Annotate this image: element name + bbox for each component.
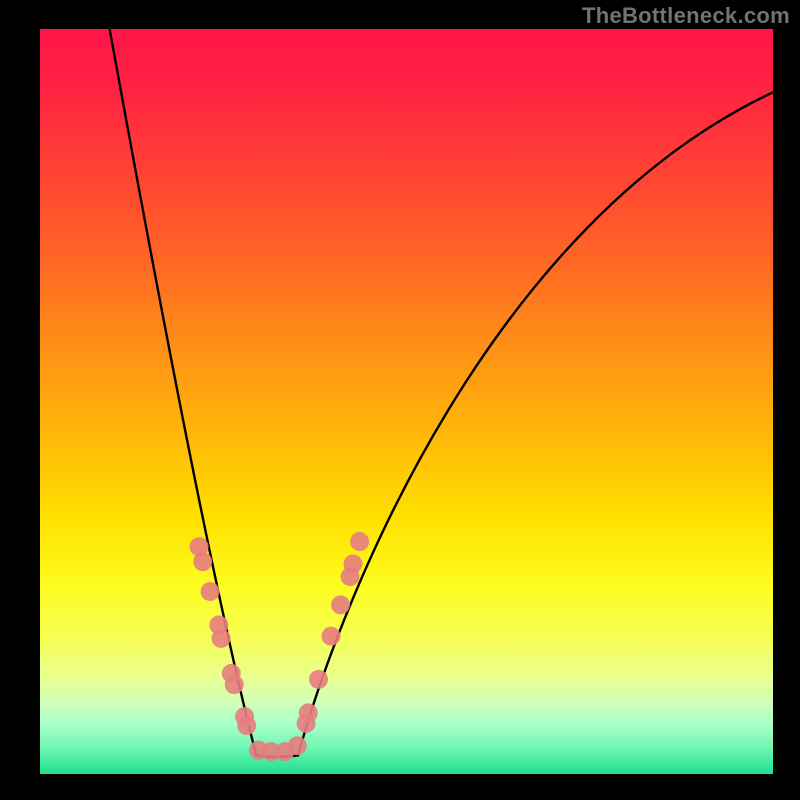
marker-dot <box>331 595 350 614</box>
bottleneck-curve-plot <box>0 0 800 800</box>
chart-stage: TheBottleneck.com <box>0 0 800 800</box>
marker-dot <box>299 703 318 722</box>
marker-dot <box>309 670 328 689</box>
marker-dot <box>225 675 244 694</box>
marker-dot <box>201 582 220 601</box>
watermark-text: TheBottleneck.com <box>582 3 790 29</box>
marker-dot <box>350 532 369 551</box>
heat-gradient-background <box>40 29 773 774</box>
marker-dot <box>193 552 212 571</box>
marker-dot <box>212 629 231 648</box>
marker-dot <box>237 716 256 735</box>
marker-dot <box>288 736 307 755</box>
marker-dot <box>343 554 362 573</box>
marker-dot <box>322 627 341 646</box>
